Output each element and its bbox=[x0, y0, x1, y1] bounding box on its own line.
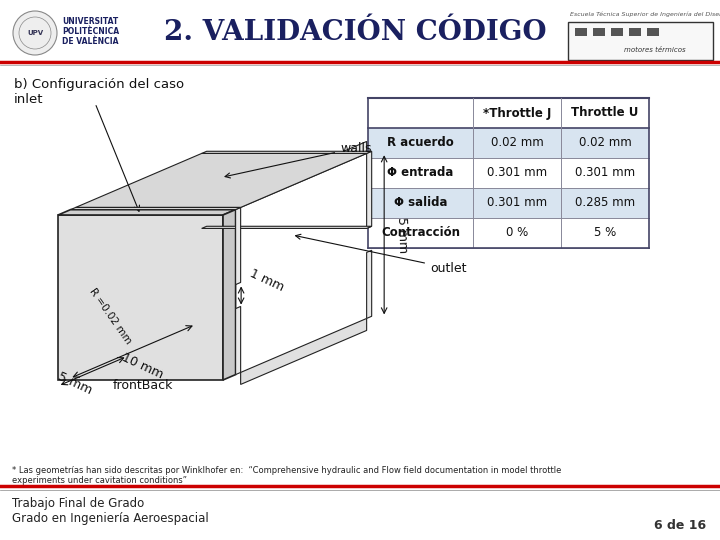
FancyBboxPatch shape bbox=[629, 28, 641, 36]
Text: outlet: outlet bbox=[296, 234, 467, 274]
Text: 0 %: 0 % bbox=[506, 226, 528, 240]
Text: R =0.02 mm: R =0.02 mm bbox=[88, 286, 133, 346]
Polygon shape bbox=[58, 210, 235, 215]
Circle shape bbox=[13, 11, 57, 55]
Polygon shape bbox=[366, 250, 372, 319]
Text: 5 %: 5 % bbox=[594, 226, 616, 240]
Polygon shape bbox=[76, 153, 366, 207]
Polygon shape bbox=[58, 215, 223, 380]
Text: b) Configuración del caso
inlet: b) Configuración del caso inlet bbox=[14, 78, 184, 106]
Text: 2. VALIDACIÓN CÓDIGO: 2. VALIDACIÓN CÓDIGO bbox=[163, 19, 546, 46]
Text: Contracción: Contracción bbox=[381, 226, 460, 240]
Text: motores térmicos: motores térmicos bbox=[624, 47, 686, 53]
FancyBboxPatch shape bbox=[368, 188, 649, 218]
Polygon shape bbox=[202, 151, 372, 153]
FancyBboxPatch shape bbox=[647, 28, 659, 36]
Text: UNIVERSITAT: UNIVERSITAT bbox=[62, 17, 118, 26]
Text: * Las geometrías han sido descritas por Winklhofer en:  “Comprehensive hydraulic: * Las geometrías han sido descritas por … bbox=[12, 466, 562, 475]
Text: DE VALÈNCIA: DE VALÈNCIA bbox=[62, 37, 119, 46]
Polygon shape bbox=[223, 210, 235, 380]
FancyBboxPatch shape bbox=[368, 128, 649, 158]
Text: 10 mm: 10 mm bbox=[120, 351, 166, 382]
Text: 0.301 mm: 0.301 mm bbox=[487, 197, 547, 210]
Text: Trabajo Final de Grado
Grado en Ingeniería Aeroespacial: Trabajo Final de Grado Grado en Ingenier… bbox=[12, 497, 209, 525]
Text: 5 mm: 5 mm bbox=[55, 369, 94, 397]
Text: UPV: UPV bbox=[27, 30, 43, 36]
Text: 1 mm: 1 mm bbox=[248, 267, 287, 294]
Text: POLITÈCNICA: POLITÈCNICA bbox=[62, 28, 119, 37]
Text: R acuerdo: R acuerdo bbox=[387, 137, 454, 150]
Text: 5 mm: 5 mm bbox=[395, 217, 409, 253]
Text: 0.02 mm: 0.02 mm bbox=[490, 137, 544, 150]
Text: walls: walls bbox=[225, 141, 372, 178]
FancyBboxPatch shape bbox=[611, 28, 623, 36]
Text: Throttle U: Throttle U bbox=[571, 106, 639, 119]
Text: Φ entrada: Φ entrada bbox=[387, 166, 454, 179]
FancyBboxPatch shape bbox=[575, 28, 587, 36]
Text: Φ salida: Φ salida bbox=[394, 197, 447, 210]
FancyBboxPatch shape bbox=[593, 28, 605, 36]
Text: frontBack: frontBack bbox=[113, 379, 173, 392]
Polygon shape bbox=[71, 207, 240, 210]
FancyBboxPatch shape bbox=[568, 22, 713, 60]
Polygon shape bbox=[235, 306, 240, 375]
Text: 0.301 mm: 0.301 mm bbox=[575, 166, 635, 179]
Polygon shape bbox=[202, 226, 372, 228]
Text: 6 de 16: 6 de 16 bbox=[654, 519, 706, 532]
Text: Escuela Técnica Superior de Ingeniería del Diseño: Escuela Técnica Superior de Ingeniería d… bbox=[570, 11, 720, 17]
Text: 0.285 mm: 0.285 mm bbox=[575, 197, 635, 210]
Text: 0.02 mm: 0.02 mm bbox=[579, 137, 631, 150]
Polygon shape bbox=[366, 151, 372, 228]
Polygon shape bbox=[240, 319, 366, 384]
Text: experiments under cavitation conditions”: experiments under cavitation conditions” bbox=[12, 476, 187, 485]
Text: 0.301 mm: 0.301 mm bbox=[487, 166, 547, 179]
Text: *Throttle J: *Throttle J bbox=[483, 106, 552, 119]
Polygon shape bbox=[235, 207, 240, 285]
Polygon shape bbox=[240, 141, 366, 207]
